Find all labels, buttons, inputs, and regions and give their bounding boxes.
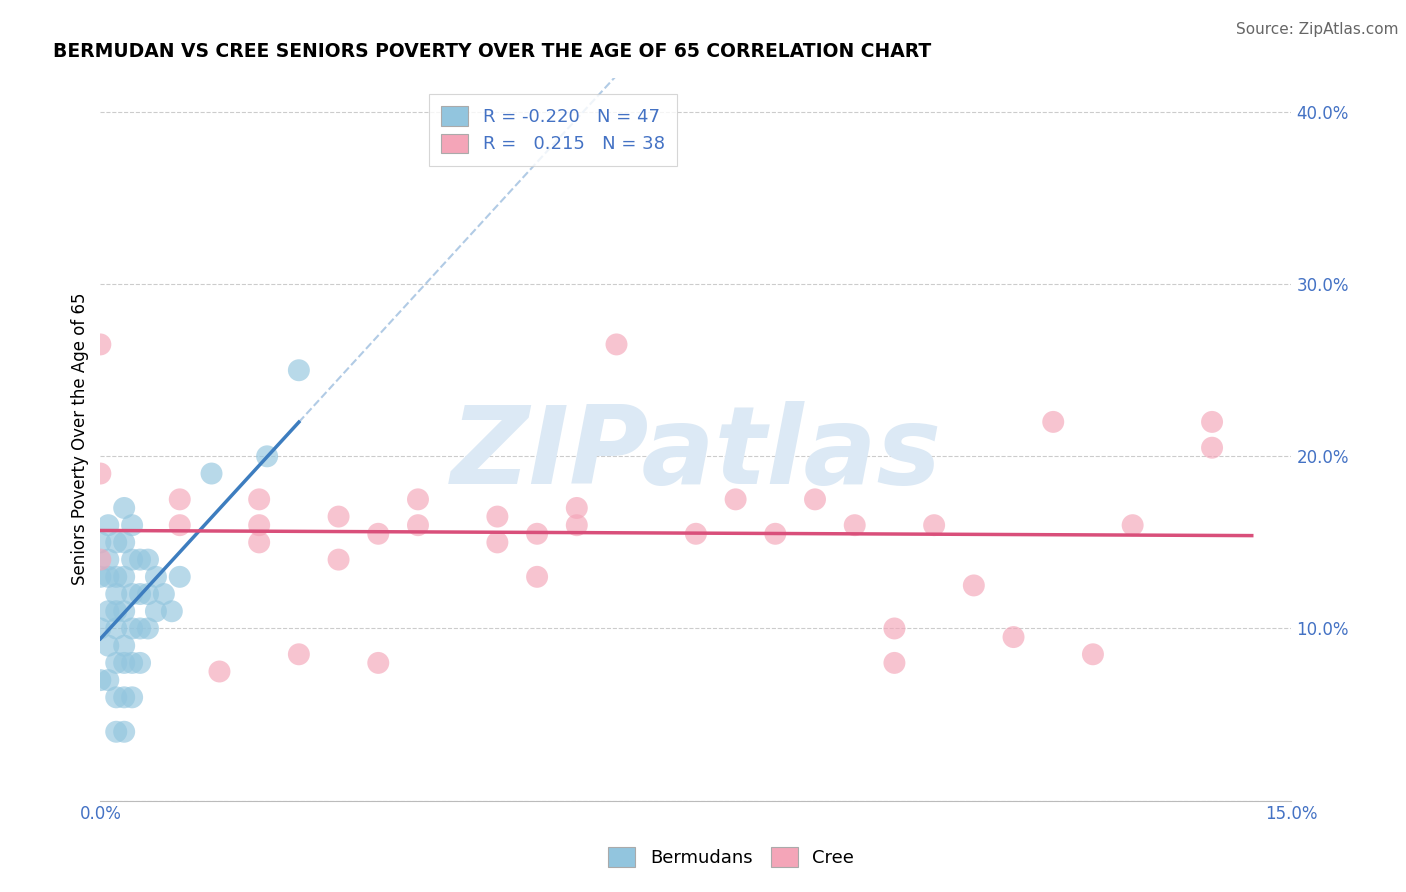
Point (565, 500, 588, 515)
Point (97, 639, 120, 653)
Point (1002, 630, 1025, 644)
Point (145, 604, 167, 618)
Point (328, 552, 350, 566)
Point (883, 622, 905, 636)
Point (112, 604, 135, 618)
Point (97, 552, 120, 566)
Point (153, 587, 176, 601)
Point (97, 604, 120, 618)
Y-axis label: Seniors Poverty Over the Age of 65: Seniors Poverty Over the Age of 65 (72, 293, 89, 585)
Point (526, 570, 548, 584)
Point (112, 535, 135, 549)
Point (121, 552, 143, 566)
Point (169, 518, 191, 533)
Point (145, 570, 167, 584)
Point (247, 518, 270, 533)
Point (121, 518, 143, 533)
Point (1122, 518, 1144, 533)
Point (129, 552, 152, 566)
Point (89, 673, 111, 687)
Point (169, 492, 191, 507)
Point (526, 526, 548, 541)
Point (247, 535, 270, 549)
Point (121, 587, 143, 601)
Point (200, 467, 222, 481)
Point (121, 622, 143, 636)
Point (763, 526, 786, 541)
Point (486, 509, 509, 524)
Point (1042, 415, 1064, 429)
Point (208, 665, 231, 679)
Point (89, 467, 111, 481)
Point (105, 535, 128, 549)
Point (724, 492, 747, 507)
Point (97, 518, 120, 533)
Point (406, 518, 429, 533)
Point (922, 518, 945, 533)
Point (105, 604, 128, 618)
Point (97, 673, 120, 687)
Point (136, 587, 159, 601)
Point (89, 570, 111, 584)
Point (288, 648, 311, 662)
Point (605, 337, 627, 351)
Text: Source: ZipAtlas.com: Source: ZipAtlas.com (1236, 22, 1399, 37)
Text: BERMUDAN VS CREE SENIORS POVERTY OVER THE AGE OF 65 CORRELATION CHART: BERMUDAN VS CREE SENIORS POVERTY OVER TH… (52, 42, 931, 61)
Point (565, 518, 588, 533)
Point (136, 622, 159, 636)
Point (112, 639, 135, 653)
Point (1201, 441, 1223, 455)
Point (89, 552, 111, 566)
Point (129, 622, 152, 636)
Point (112, 690, 135, 705)
Point (112, 724, 135, 739)
Point (883, 656, 905, 670)
Point (89, 622, 111, 636)
Legend: R = -0.220   N = 47, R =   0.215   N = 38: R = -0.220 N = 47, R = 0.215 N = 38 (429, 94, 678, 166)
Point (112, 500, 135, 515)
Point (105, 622, 128, 636)
Point (97, 570, 120, 584)
Point (406, 492, 429, 507)
Point (1201, 415, 1223, 429)
Point (486, 535, 509, 549)
Text: ZIPatlas: ZIPatlas (450, 401, 942, 507)
Point (129, 587, 152, 601)
Point (112, 656, 135, 670)
Point (105, 570, 128, 584)
Point (105, 690, 128, 705)
Point (136, 552, 159, 566)
Point (121, 690, 143, 705)
Point (160, 604, 183, 618)
Point (121, 656, 143, 670)
Point (804, 492, 827, 507)
Point (685, 526, 707, 541)
Point (367, 656, 389, 670)
Point (129, 656, 152, 670)
Point (105, 656, 128, 670)
Point (247, 492, 270, 507)
Point (844, 518, 866, 533)
Point (89, 337, 111, 351)
Point (169, 570, 191, 584)
Point (105, 587, 128, 601)
Point (89, 535, 111, 549)
Point (288, 363, 311, 377)
Point (367, 526, 389, 541)
Point (112, 570, 135, 584)
Point (328, 509, 350, 524)
Point (1081, 648, 1104, 662)
Point (105, 724, 128, 739)
Legend: Bermudans, Cree: Bermudans, Cree (602, 839, 860, 874)
Point (256, 450, 278, 464)
Point (963, 578, 986, 592)
